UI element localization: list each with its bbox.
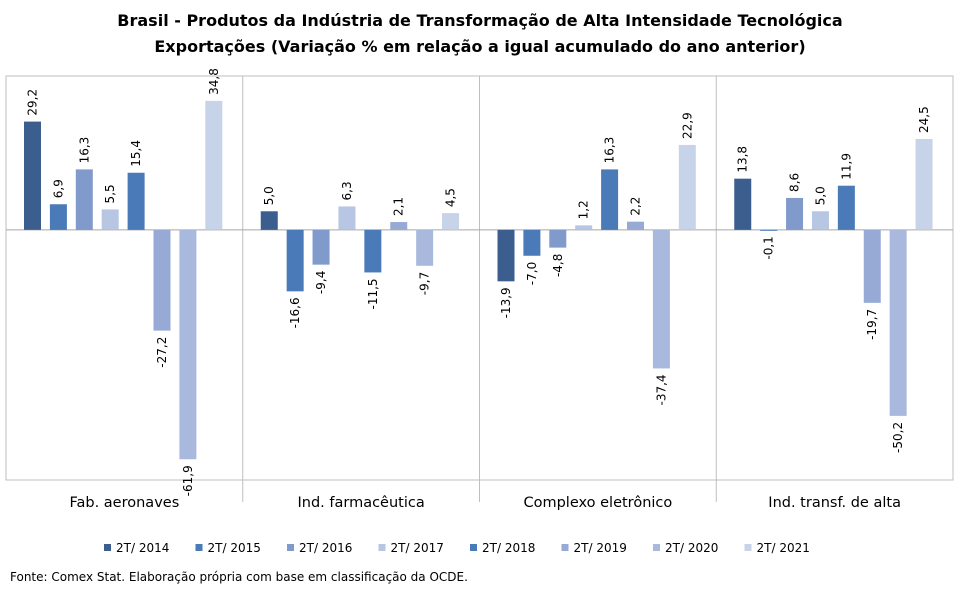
bar <box>760 229 778 231</box>
data-label: -27,2 <box>155 337 169 368</box>
data-label: 11,9 <box>839 153 853 180</box>
legend-label: 2T/ 2014 <box>116 541 169 555</box>
bar <box>915 139 933 230</box>
bar <box>416 229 434 266</box>
data-label: -9,7 <box>418 272 432 295</box>
bar <box>205 100 223 230</box>
chart-title: Brasil - Produtos da Indústria de Transf… <box>117 11 843 30</box>
bar <box>153 229 171 331</box>
legend-swatch <box>378 544 386 551</box>
data-label: -61,9 <box>181 465 195 496</box>
legend-swatch <box>287 544 294 551</box>
bar <box>49 204 67 230</box>
bar <box>786 197 804 230</box>
data-label: 4,5 <box>444 188 458 207</box>
bar <box>286 229 304 292</box>
data-label: 24,5 <box>917 106 931 133</box>
bar <box>811 211 829 230</box>
legend-swatch <box>470 544 477 551</box>
bar <box>523 229 541 256</box>
data-label: 15,4 <box>129 140 143 167</box>
source-note: Fonte: Comex Stat. Elaboração própria co… <box>10 570 468 584</box>
chart-subtitle: Exportações (Variação % em relação a igu… <box>154 37 806 56</box>
bar <box>127 172 145 230</box>
data-label: 5,0 <box>813 186 827 205</box>
legend-label: 2T/ 2018 <box>482 541 535 555</box>
data-label: -13,9 <box>499 287 513 318</box>
bar <box>678 144 696 230</box>
data-label: 34,8 <box>207 68 221 95</box>
category-label: Ind. farmacêutica <box>297 495 424 511</box>
data-label: 22,9 <box>680 112 694 139</box>
bar <box>442 213 460 230</box>
data-label: 29,2 <box>26 89 40 116</box>
legend-label: 2T/ 2015 <box>208 541 261 555</box>
data-label: -50,2 <box>891 422 905 453</box>
data-label: -7,0 <box>525 262 539 285</box>
bar <box>497 229 515 282</box>
data-label: 1,2 <box>577 200 591 219</box>
legend-swatch <box>653 544 660 551</box>
legend-label: 2T/ 2017 <box>391 541 444 555</box>
legend-label: 2T/ 2016 <box>299 541 352 555</box>
legend-swatch <box>195 544 203 551</box>
data-label: -11,5 <box>366 278 380 309</box>
bar <box>837 185 855 230</box>
legend-label: 2T/ 2019 <box>574 541 627 555</box>
data-label: 2,1 <box>392 197 406 216</box>
data-label: 2,2 <box>629 197 643 216</box>
bar <box>75 169 93 230</box>
data-label: 13,8 <box>736 146 750 173</box>
legend-swatch <box>744 544 752 551</box>
bar <box>652 229 670 369</box>
data-label: 8,6 <box>788 173 802 192</box>
bar <box>863 229 881 303</box>
data-label: 5,5 <box>103 184 117 203</box>
bar <box>549 229 567 248</box>
category-label: Ind. transf. de alta <box>768 495 901 511</box>
data-label: -9,4 <box>314 271 328 294</box>
category-label: Complexo eletrônico <box>523 495 672 511</box>
data-label: 5,0 <box>262 186 276 205</box>
legend-swatch <box>561 544 569 551</box>
legend-label: 2T/ 2021 <box>757 541 810 555</box>
bar <box>889 229 907 416</box>
bar <box>734 178 752 230</box>
bar <box>364 229 382 273</box>
bar <box>24 121 41 230</box>
bar <box>390 222 408 230</box>
legend-swatch <box>104 544 111 551</box>
data-label: 16,3 <box>603 137 617 164</box>
data-label: -16,6 <box>288 297 302 328</box>
bar <box>260 211 278 230</box>
legend-label: 2T/ 2020 <box>665 541 718 555</box>
category-label: Fab. aeronaves <box>69 495 179 511</box>
data-label: -0,1 <box>762 236 776 259</box>
bar <box>338 206 356 230</box>
bar <box>101 209 119 230</box>
data-label: 6,9 <box>51 179 65 198</box>
data-label: -37,4 <box>654 374 668 405</box>
bar <box>627 221 644 230</box>
data-label: 6,3 <box>340 181 354 200</box>
bar <box>601 169 619 230</box>
bar <box>312 229 330 265</box>
bar <box>179 229 197 460</box>
data-label: 16,3 <box>77 137 91 164</box>
data-label: -19,7 <box>865 309 879 340</box>
data-label: -4,8 <box>551 254 565 277</box>
bar <box>575 225 593 230</box>
